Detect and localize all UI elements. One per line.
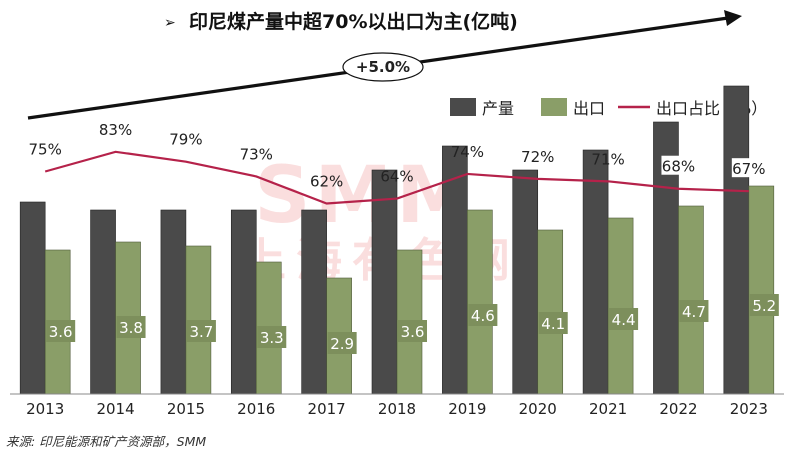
x-tick-2020: 2020 (519, 400, 557, 418)
legend-share-label: 出口占比（%） (656, 99, 767, 118)
export-label-box-2018 (398, 320, 427, 342)
x-tick-2013: 2013 (26, 400, 64, 418)
x-tick-2017: 2017 (308, 400, 346, 418)
production-bar-2020 (512, 169, 539, 395)
x-tick-2022: 2022 (659, 400, 697, 418)
share-label-2015: 79% (169, 131, 202, 149)
arrowhead-icon (724, 10, 742, 26)
share-label-2016: 73% (240, 145, 273, 163)
legend-export-swatch (541, 98, 567, 116)
production-bar-2019 (442, 145, 468, 395)
export-value-label-2013: 3.6 (49, 323, 73, 341)
export-value-label-2020: 4.1 (541, 315, 565, 333)
export-bar-2023 (748, 185, 775, 395)
export-bar-2021 (607, 217, 634, 395)
export-value-label-2015: 3.7 (189, 323, 213, 341)
share-label-2018: 64% (380, 168, 413, 186)
export-value-label-2019: 4.6 (471, 307, 495, 325)
export-value-label-2017: 2.9 (330, 335, 354, 353)
share-label-2017: 62% (310, 172, 343, 190)
export-value-label-2021: 4.4 (612, 311, 636, 329)
export-label-box-2022 (679, 300, 709, 322)
x-tick-2014: 2014 (96, 400, 134, 418)
share-label-2022: 68% (662, 158, 695, 176)
title-bullet-icon: ➢ (164, 15, 176, 31)
share-label-2019: 74% (451, 143, 484, 161)
x-tick-2021: 2021 (589, 400, 627, 418)
production-bar-2021 (582, 149, 609, 395)
production-bar-2014 (90, 209, 116, 395)
export-label-box-2017 (327, 332, 357, 354)
production-bar-2023 (723, 85, 750, 395)
legend-production-swatch (450, 98, 476, 116)
growth-label: +5.0% (356, 58, 410, 76)
legend-production-label: 产量 (482, 99, 514, 118)
share-label-2020: 72% (521, 148, 554, 166)
share-label-2014: 83% (99, 121, 132, 139)
x-tick-2023: 2023 (730, 400, 768, 418)
plot-area: 3.6 2013 3.8 2014 3.7 2015 3.3 2016 2.9 2017 3.6 20… (10, 85, 784, 418)
growth-arrow: +5.0% (27, 10, 742, 120)
share-label-bg-2022 (661, 155, 696, 175)
export-label-box-2015 (186, 320, 216, 342)
chart-title: 印尼煤产量中超70%以出口为主(亿吨) (189, 10, 518, 33)
export-label-box-2019 (468, 304, 498, 326)
legend-export-label: 出口 (573, 99, 605, 118)
production-bar-2015 (160, 209, 187, 395)
source-note: 来源: 印尼能源和矿产资源部，SMM (6, 434, 206, 449)
watermark-logo: SMM (254, 151, 477, 241)
legend: 产量 出口 出口占比（%） (450, 98, 767, 118)
export-share-line (44, 150, 749, 205)
share-label-2021: 71% (591, 150, 624, 168)
share-label-2013: 75% (29, 141, 62, 159)
x-tick-2019: 2019 (448, 400, 486, 418)
x-tick-2018: 2018 (378, 400, 416, 418)
production-bar-2016 (230, 209, 257, 395)
export-label-box-2013 (46, 320, 76, 342)
production-bar-2013 (19, 201, 46, 395)
x-tick-2016: 2016 (237, 400, 275, 418)
export-label-box-2014 (116, 316, 146, 338)
export-label-box-2021 (609, 308, 639, 330)
export-bar-2019 (467, 209, 493, 395)
production-bar-2018 (371, 169, 398, 395)
export-value-label-2014: 3.8 (119, 319, 143, 337)
export-value-label-2018: 3.6 (401, 323, 425, 341)
export-value-label-2016: 3.3 (260, 329, 284, 347)
production-bar-2017 (301, 209, 327, 395)
export-label-box-2023 (749, 294, 779, 316)
export-label-box-2016 (257, 326, 287, 348)
x-tick-2015: 2015 (167, 400, 205, 418)
share-label-bg-2023 (731, 158, 766, 178)
growth-badge (342, 52, 424, 82)
share-label-2023: 67% (732, 160, 765, 178)
export-value-label-2023: 5.2 (752, 297, 776, 315)
export-label-box-2020 (538, 312, 568, 334)
export-value-label-2022: 4.7 (682, 303, 706, 321)
